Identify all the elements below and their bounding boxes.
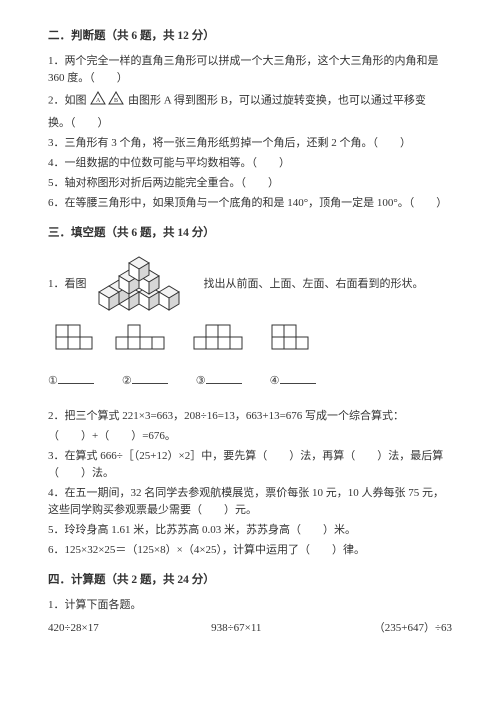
svg-text:B: B — [114, 98, 118, 104]
section2-title: 二．判断题（共 6 题，共 12 分） — [48, 28, 452, 46]
label-4: ④ — [270, 375, 280, 387]
s3-q1a: 1．看图 — [48, 276, 87, 293]
s2-q2c: 换。（ ） — [48, 115, 452, 132]
svg-text:A: A — [96, 98, 101, 104]
s3-q1: 1．看图 — [48, 250, 452, 318]
s3-q5: 5．玲玲身高 1.61 米，比苏苏高 0.03 米，苏苏身高（ ）米。 — [48, 522, 452, 539]
s3-q6: 6．125×32×25＝（125×8）×（4×25），计算中运用了（ ）律。 — [48, 542, 452, 559]
s2-q2a: 2．如图 — [48, 94, 87, 106]
views-row — [54, 323, 452, 363]
s2-q2: 2．如图 A B 由图形 A 得到图形 B，可以通过旋转变换，也可以通过平移变 — [48, 90, 452, 112]
s2-q1: 1．两个完全一样的直角三角形可以拼成一个大三角形，这个大三角形的内角和是 360… — [48, 53, 452, 87]
s3-q1b: 找出从前面、上面、左面、右面看到的形状。 — [204, 276, 424, 293]
calc-c: （235+647）÷63 — [374, 620, 452, 637]
s4-q1: 1．计算下面各题。 — [48, 597, 452, 614]
label-1: ① — [48, 375, 58, 387]
view-1-icon — [54, 323, 106, 363]
s2-q6: 6．在等腰三角形中，如果顶角与一个底角的和是 140°，顶角一定是 100°。（… — [48, 195, 452, 212]
triangles-ab-icon: A B — [89, 90, 125, 112]
s3-q3: 3．在算式 666÷［（25+12）×2］中，要先算（ ）法，再算（ ）法，最后… — [48, 448, 452, 482]
calc-b: 938÷67×11 — [211, 620, 261, 637]
view-3-icon — [192, 323, 262, 363]
s2-q2b: 由图形 A 得到图形 B，可以通过旋转变换，也可以通过平移变 — [128, 94, 426, 106]
view-2-icon — [114, 323, 184, 363]
s2-q3: 3．三角形有 3 个角，将一张三角形纸剪掉一个角后，还剩 2 个角。（ ） — [48, 135, 452, 152]
s2-q5: 5．轴对称图形对折后两边能完全重合。（ ） — [48, 175, 452, 192]
view-4-icon — [270, 323, 322, 363]
s2-q4: 4．一组数据的中位数可能与平均数相等。（ ） — [48, 155, 452, 172]
s3-q2b: （ ）+（ ）=676。 — [48, 428, 452, 445]
section4-title: 四．计算题（共 2 题，共 24 分） — [48, 572, 452, 590]
calc-a: 420÷28×17 — [48, 620, 99, 637]
fill-labels-row: ① ② ③ ④ — [48, 373, 452, 390]
label-2: ② — [122, 375, 132, 387]
cubes-3d-icon — [93, 250, 198, 318]
label-3: ③ — [196, 375, 206, 387]
s3-q2a: 2．把三个算式 221×3=663，208÷16=13，663+13=676 写… — [48, 408, 452, 425]
section3-title: 三．填空题（共 6 题，共 14 分） — [48, 225, 452, 243]
calc-row: 420÷28×17 938÷67×11 （235+647）÷63 — [48, 620, 452, 637]
s3-q4: 4．在五一期间，32 名同学去参观航模展览，票价每张 10 元，10 人券每张 … — [48, 485, 452, 519]
